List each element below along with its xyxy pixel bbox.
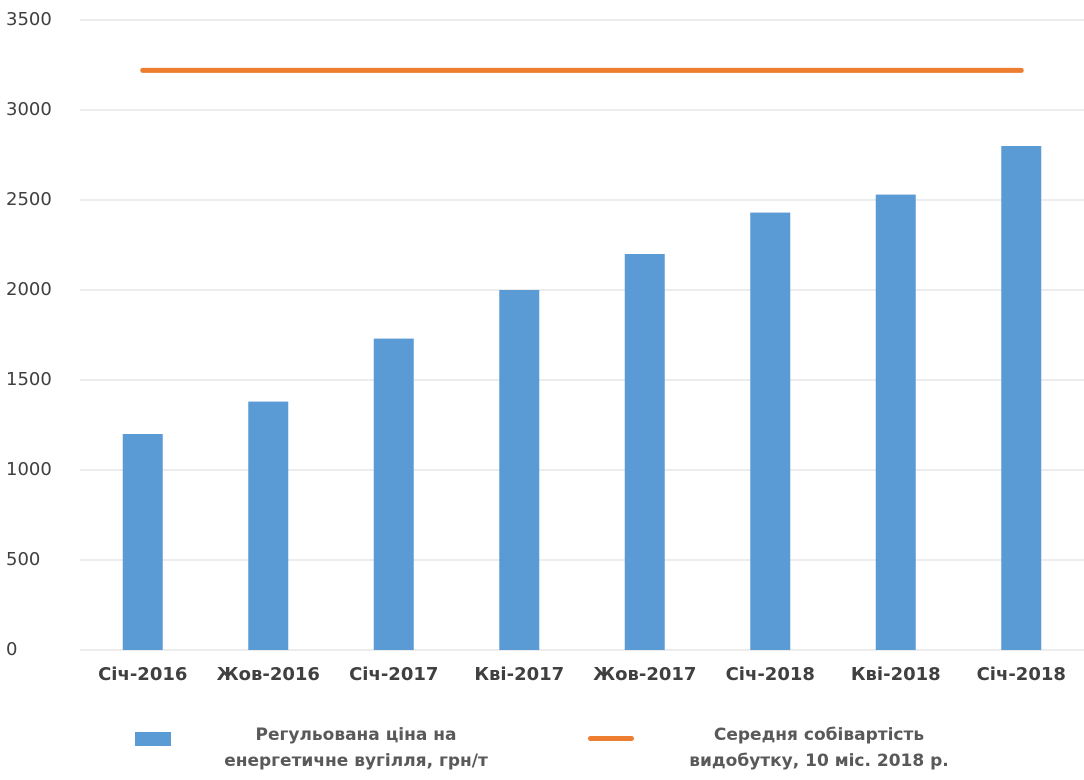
bar <box>875 194 916 650</box>
legend-item: Регульована ціна на енергетичне вугілля,… <box>135 722 501 774</box>
x-tick-label: Січ-2017 <box>349 664 438 685</box>
x-tick-label: Жов-2017 <box>593 664 696 685</box>
y-tick-label: 2000 <box>6 279 52 300</box>
x-tick-label: Січ-2018 <box>977 664 1066 685</box>
legend-label: Регульована ціна на енергетичне вугілля,… <box>224 725 488 771</box>
bar <box>248 401 289 650</box>
y-tick-label: 2500 <box>6 189 52 210</box>
x-tick-label: Кві-2017 <box>474 664 564 685</box>
bar <box>122 434 163 650</box>
legend: Регульована ціна на енергетичне вугілля,… <box>0 722 1084 780</box>
bar <box>499 290 540 650</box>
x-tick-label: Січ-2016 <box>98 664 187 685</box>
legend-swatch <box>135 732 171 746</box>
x-tick-label: Жов-2016 <box>217 664 320 685</box>
y-tick-label: 1000 <box>6 459 52 480</box>
legend-item: Середня собівартість видобутку, 10 міс. … <box>588 722 964 774</box>
bar <box>624 254 665 650</box>
y-tick-label: 3000 <box>6 99 52 120</box>
bar <box>750 212 791 650</box>
legend-label: Середня собівартість видобутку, 10 міс. … <box>689 725 949 771</box>
y-tick-label: 0 <box>6 639 17 660</box>
y-tick-label: 500 <box>6 549 40 570</box>
bar <box>373 338 414 650</box>
chart: 0 500 1000 1500 2000 2500 3000 3500 Січ-2016 Жов-… <box>6 9 1084 685</box>
x-tick-label: Кві-2018 <box>851 664 941 685</box>
y-tick-label: 1500 <box>6 369 52 390</box>
bar <box>1001 146 1042 650</box>
y-tick-label: 3500 <box>6 9 52 30</box>
x-tick-label: Січ-2018 <box>726 664 815 685</box>
legend-swatch <box>588 736 634 741</box>
